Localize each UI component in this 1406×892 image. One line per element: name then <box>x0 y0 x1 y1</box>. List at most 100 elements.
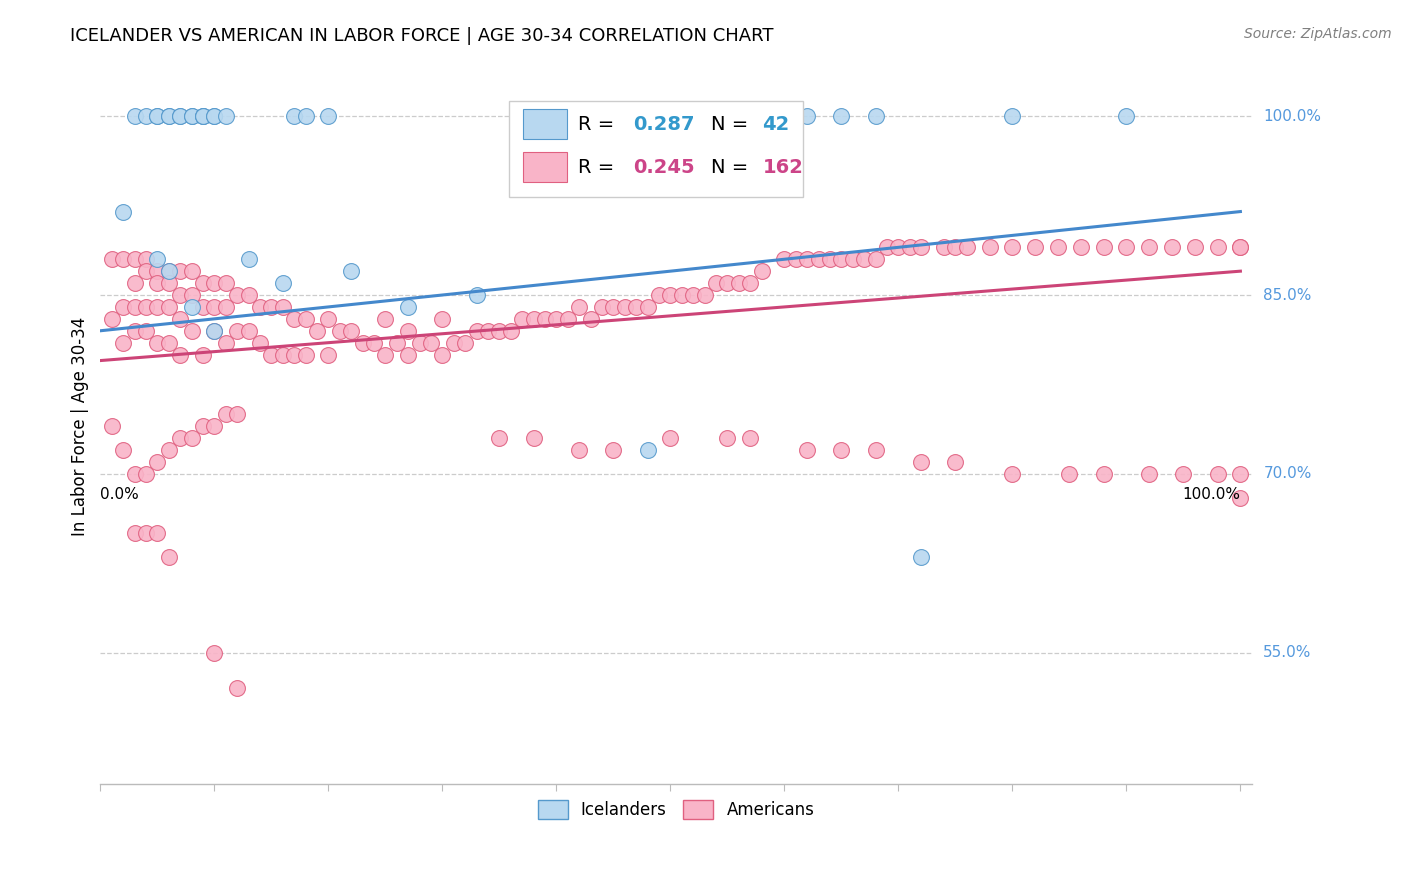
Americans <box>659 431 682 445</box>
Icelanders <box>1001 109 1024 123</box>
Legend: Icelanders, Americans: Icelanders, Americans <box>531 793 821 825</box>
Americans <box>260 300 283 314</box>
Americans <box>613 300 636 314</box>
Americans <box>637 300 659 314</box>
Icelanders <box>830 109 852 123</box>
Americans <box>352 335 374 350</box>
Icelanders <box>157 109 180 123</box>
Americans <box>249 300 271 314</box>
Americans <box>716 431 738 445</box>
Americans <box>226 407 249 421</box>
Americans <box>979 240 1001 254</box>
Americans <box>238 288 260 302</box>
Americans <box>773 252 796 267</box>
Americans <box>157 276 180 290</box>
Americans <box>704 276 727 290</box>
Americans <box>546 311 568 326</box>
Americans <box>1092 240 1115 254</box>
Icelanders <box>191 109 214 123</box>
Americans <box>124 276 146 290</box>
Americans <box>112 300 135 314</box>
Americans <box>602 300 624 314</box>
Americans <box>865 442 887 457</box>
Americans <box>191 348 214 362</box>
Icelanders <box>396 300 419 314</box>
Americans <box>124 252 146 267</box>
Icelanders <box>796 109 818 123</box>
Americans <box>488 431 510 445</box>
Text: ICELANDER VS AMERICAN IN LABOR FORCE | AGE 30-34 CORRELATION CHART: ICELANDER VS AMERICAN IN LABOR FORCE | A… <box>70 27 773 45</box>
Americans <box>659 288 682 302</box>
Americans <box>215 276 238 290</box>
Text: 55.0%: 55.0% <box>1264 645 1312 660</box>
Americans <box>146 455 169 469</box>
Icelanders <box>910 550 932 565</box>
Americans <box>191 300 214 314</box>
Americans <box>1001 240 1024 254</box>
Americans <box>202 300 225 314</box>
FancyBboxPatch shape <box>523 153 567 182</box>
Americans <box>432 311 454 326</box>
Americans <box>1229 467 1251 481</box>
Americans <box>146 335 169 350</box>
Americans <box>785 252 807 267</box>
Americans <box>568 442 591 457</box>
Americans <box>818 252 841 267</box>
Americans <box>135 264 157 278</box>
Americans <box>100 419 122 434</box>
Americans <box>124 467 146 481</box>
Americans <box>945 455 967 469</box>
Americans <box>510 311 533 326</box>
Americans <box>226 681 249 696</box>
Icelanders <box>202 109 225 123</box>
Americans <box>169 288 191 302</box>
Americans <box>945 240 967 254</box>
Americans <box>283 348 305 362</box>
Americans <box>1229 240 1251 254</box>
Icelanders <box>271 276 294 290</box>
Americans <box>751 264 773 278</box>
Text: 42: 42 <box>762 115 790 134</box>
Americans <box>169 264 191 278</box>
Icelanders <box>591 109 613 123</box>
Americans <box>432 348 454 362</box>
Americans <box>1115 240 1137 254</box>
Icelanders <box>124 109 146 123</box>
Icelanders <box>215 109 238 123</box>
Americans <box>124 324 146 338</box>
Americans <box>283 311 305 326</box>
Icelanders <box>238 252 260 267</box>
Y-axis label: In Labor Force | Age 30-34: In Labor Force | Age 30-34 <box>72 317 89 536</box>
Americans <box>294 348 316 362</box>
Americans <box>579 311 602 326</box>
Text: N =: N = <box>710 158 754 177</box>
Americans <box>226 324 249 338</box>
Text: 85.0%: 85.0% <box>1264 287 1312 302</box>
Americans <box>180 288 202 302</box>
Americans <box>1184 240 1206 254</box>
Text: 100.0%: 100.0% <box>1182 487 1240 502</box>
Americans <box>830 252 852 267</box>
Americans <box>100 252 122 267</box>
Americans <box>522 311 544 326</box>
Americans <box>1024 240 1046 254</box>
Americans <box>1206 467 1229 481</box>
Icelanders <box>716 109 738 123</box>
Americans <box>135 467 157 481</box>
Americans <box>624 300 647 314</box>
Americans <box>910 240 932 254</box>
Icelanders <box>180 109 202 123</box>
Americans <box>271 300 294 314</box>
Americans <box>112 252 135 267</box>
Americans <box>318 311 340 326</box>
Icelanders <box>191 109 214 123</box>
Americans <box>853 252 876 267</box>
Americans <box>1059 467 1081 481</box>
Americans <box>396 324 419 338</box>
Americans <box>180 431 202 445</box>
Americans <box>191 276 214 290</box>
Americans <box>796 252 818 267</box>
Icelanders <box>465 288 488 302</box>
Americans <box>796 442 818 457</box>
Americans <box>1229 240 1251 254</box>
